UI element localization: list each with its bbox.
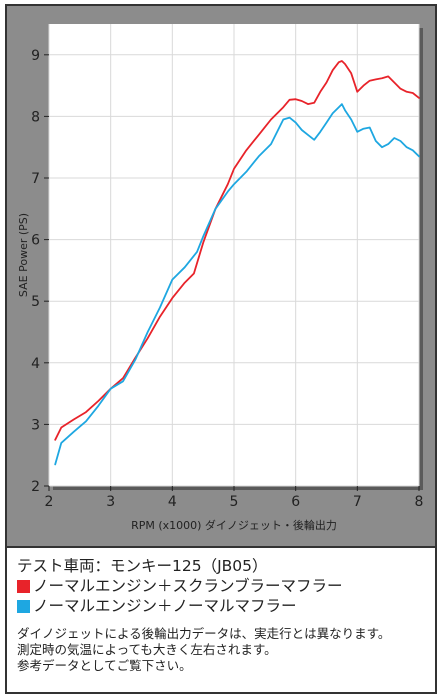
y-tick-label-2: 2 <box>31 479 40 495</box>
disclaimer-line-1: ダイノジェットによる後輪出力データは、実走行とは異なります。 <box>17 626 391 641</box>
x-tick-label-7: 7 <box>353 494 362 510</box>
disclaimer-line-3: 参考データとしてご覧下さい。 <box>17 658 192 673</box>
chart-panel: 2 3 4 5 6 7 8 9 2 3 4 5 6 7 8 RPM (x1000) ダイノジェット・後輪出力 S… <box>7 6 435 546</box>
y-tick-label-7: 7 <box>31 171 40 187</box>
series-line-normal <box>54 103 420 466</box>
disclaimer-note: ダイノジェットによる後輪出力データは、実走行とは異なります。 測定時の気温によっ… <box>17 626 425 674</box>
caption-box: テスト車両：モンキー125（JB05） ノーマルエンジン＋スクランブラーマフラー… <box>7 546 435 692</box>
x-tick-label-8: 8 <box>415 494 424 510</box>
y-axis-title: SAE Power (PS) <box>17 213 30 297</box>
disclaimer-line-2: 測定時の気温によっても大きく左右されます。 <box>17 642 277 657</box>
y-tick-label-3: 3 <box>31 417 40 433</box>
legend-entry-normal: ノーマルエンジン＋ノーマルマフラー <box>17 596 425 616</box>
y-tick-label-9: 9 <box>31 48 40 64</box>
legend-swatch-scrambler <box>17 579 30 593</box>
y-tick-label-6: 6 <box>31 233 40 249</box>
x-tick-label-6: 6 <box>291 494 300 510</box>
x-tick-label-3: 3 <box>106 494 115 510</box>
x-axis-title: RPM (x1000) ダイノジェット・後輪出力 <box>131 518 337 532</box>
chart-frame: 2 3 4 5 6 7 8 9 2 3 4 5 6 7 8 RPM (x1000) ダイノジェット・後輪出力 S… <box>5 4 437 694</box>
legend-entry-scrambler: ノーマルエンジン＋スクランブラーマフラー <box>17 576 425 596</box>
x-tick-label-2: 2 <box>45 494 54 510</box>
legend-label-scrambler: ノーマルエンジン＋スクランブラーマフラー <box>33 577 343 595</box>
power-chart: 2 3 4 5 6 7 8 9 2 3 4 5 6 7 8 RPM (x1000) ダイノジェット・後輪出力 S… <box>17 24 424 532</box>
legend-swatch-normal <box>17 599 30 613</box>
y-tick-label-5: 5 <box>31 294 40 310</box>
legend-label-normal: ノーマルエンジン＋ノーマルマフラー <box>33 597 297 615</box>
y-tick-label-4: 4 <box>31 356 40 372</box>
vehicle-label: テスト車両：モンキー125（JB05） <box>17 557 268 575</box>
x-tick-label-4: 4 <box>168 494 177 510</box>
x-tick-label-5: 5 <box>230 494 239 510</box>
y-tick-label-8: 8 <box>31 109 40 125</box>
